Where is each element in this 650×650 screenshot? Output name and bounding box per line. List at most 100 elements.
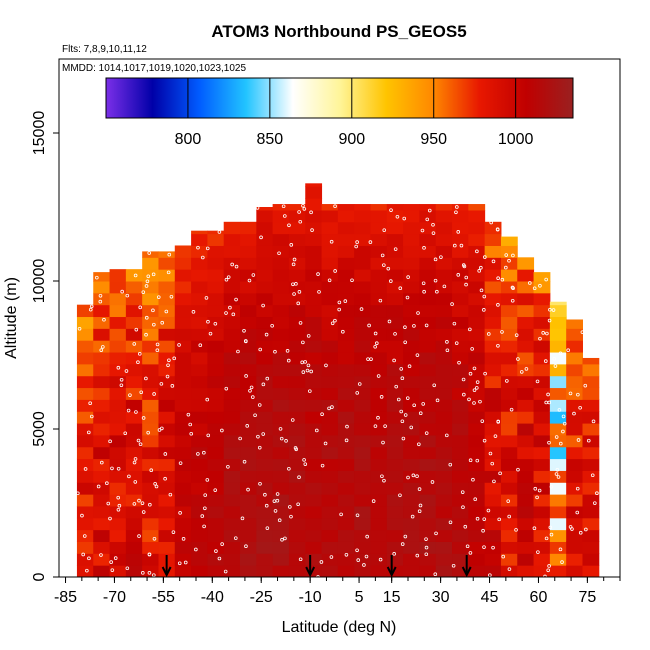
track-point: [205, 397, 210, 402]
heatmap-cell: [272, 328, 290, 341]
heatmap-cell: [354, 269, 371, 282]
track-point: [134, 327, 139, 332]
heatmap-cell: [582, 529, 600, 542]
track-point: [200, 514, 205, 518]
heatmap-cell: [125, 565, 143, 577]
track-point: [133, 457, 138, 461]
track-point: [538, 283, 542, 288]
track-point: [482, 438, 487, 443]
heatmap-cell: [158, 411, 176, 424]
heatmap-cell: [288, 565, 306, 577]
heatmap-cell: [484, 482, 502, 495]
track-point: [306, 334, 311, 338]
heatmap-cell: [305, 565, 323, 577]
heatmap-cell: [223, 434, 241, 448]
heatmap-cell: [321, 340, 339, 353]
heatmap-cell: [158, 399, 176, 412]
heatmap-cell: [207, 541, 225, 554]
track-point: [492, 479, 496, 484]
track-point: [500, 330, 504, 334]
heatmap-cell: [191, 553, 208, 566]
track-point: [403, 534, 408, 539]
heatmap-cell: [370, 245, 388, 258]
heatmap-cell: [272, 517, 290, 531]
heatmap-cell: [468, 304, 486, 318]
track-point: [442, 284, 447, 289]
heatmap-cell: [305, 482, 323, 495]
heatmap-cell: [272, 204, 290, 211]
heatmap-cell: [452, 482, 469, 495]
heatmap-cell: [549, 301, 567, 306]
heatmap-cell: [256, 221, 274, 235]
heatmap-cell: [582, 541, 600, 554]
track-point: [369, 357, 373, 361]
track-point: [303, 462, 308, 466]
heatmap-cell: [337, 505, 355, 519]
track-point: [380, 253, 385, 258]
heatmap-cell: [386, 340, 404, 353]
heatmap-cell: [272, 446, 290, 460]
track-point: [491, 259, 496, 264]
heatmap-cell: [468, 541, 486, 554]
track-point: [108, 439, 112, 444]
track-point: [244, 544, 248, 548]
heatmap-cell: [321, 209, 339, 223]
heatmap-cell: [256, 328, 274, 341]
heatmap-cell: [549, 517, 567, 531]
heatmap-cell: [76, 316, 94, 329]
heatmap-cell: [93, 272, 111, 282]
heatmap-cell: [337, 363, 355, 377]
heatmap-cell: [305, 423, 323, 436]
heatmap-cell: [223, 529, 241, 542]
heatmap-cell: [272, 434, 290, 448]
x-axis-label: Latitude (deg N): [282, 619, 397, 636]
track-point: [359, 307, 364, 311]
heatmap-cell: [533, 517, 551, 531]
track-point: [317, 290, 321, 294]
heatmap-cell: [582, 411, 600, 424]
heatmap-cell: [223, 316, 241, 329]
heatmap-cell: [223, 541, 241, 554]
track-point: [434, 531, 438, 536]
flights-subtitle: Flts: 7,8,9,10,11,12: [62, 44, 147, 55]
heatmap-cell: [435, 281, 453, 294]
heatmap-cell: [76, 375, 94, 389]
heatmap-cell: [256, 269, 274, 282]
track-point: [256, 434, 260, 439]
heatmap-cell: [240, 423, 257, 436]
track-point: [558, 547, 563, 552]
heatmap-cell: [582, 375, 600, 389]
track-point: [290, 418, 295, 422]
heatmap-cell: [370, 434, 388, 448]
x-tick-label: 5: [355, 589, 364, 606]
heatmap-cell: [452, 423, 469, 436]
track-point: [152, 392, 156, 396]
heatmap-cell: [403, 494, 420, 507]
heatmap-cell: [305, 245, 323, 258]
heatmap-cell: [321, 446, 339, 460]
heatmap-cell: [484, 553, 502, 566]
track-point: [257, 403, 262, 407]
heatmap-cell: [109, 352, 127, 365]
track-point: [147, 251, 152, 255]
heatmap-cell: [337, 281, 355, 294]
track-point: [330, 405, 334, 409]
track-point: [77, 326, 82, 331]
heatmap-cell: [272, 316, 290, 329]
track-point: [166, 363, 170, 368]
heatmap-cell: [386, 470, 404, 483]
track-point: [202, 524, 206, 529]
track-point: [448, 520, 453, 525]
track-point: [140, 501, 145, 505]
heatmap-cell: [468, 553, 486, 566]
heatmap-cell: [452, 458, 469, 471]
heatmap-cell: [419, 399, 437, 412]
heatmap-cell: [288, 269, 306, 282]
heatmap-cell: [76, 304, 94, 318]
heatmap-cell: [191, 233, 208, 246]
heatmap-cell: [566, 494, 583, 507]
track-point: [576, 392, 580, 397]
heatmap-cell: [582, 363, 600, 377]
heatmap-cell: [370, 209, 388, 223]
heatmap-cell: [174, 304, 192, 318]
